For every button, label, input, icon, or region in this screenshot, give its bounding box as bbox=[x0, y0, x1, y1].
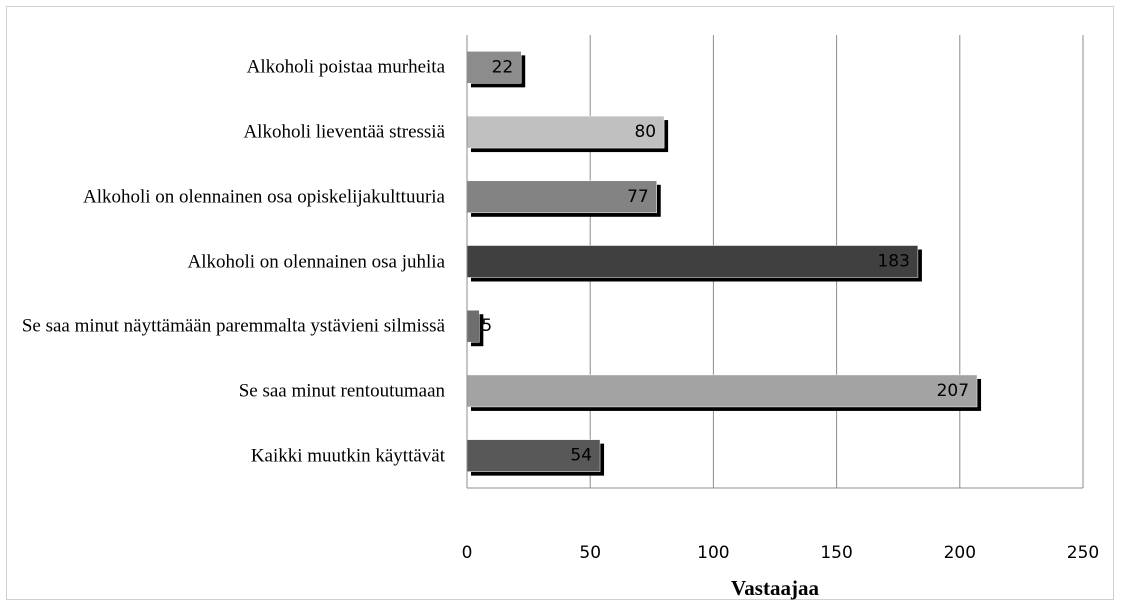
chart-frame bbox=[6, 6, 1114, 600]
x-tick-label: 100 bbox=[697, 543, 729, 563]
x-tick-label: 250 bbox=[1067, 543, 1099, 563]
data-label: 5 bbox=[481, 316, 492, 336]
data-label: 54 bbox=[570, 446, 592, 466]
x-tick-label: 200 bbox=[944, 543, 976, 563]
bar bbox=[466, 245, 919, 278]
x-tick-label: 150 bbox=[820, 543, 852, 563]
x-tick-label: 0 bbox=[462, 543, 473, 563]
bar bbox=[466, 439, 601, 472]
y-tick-label: Alkoholi lieventää stressiä bbox=[243, 121, 445, 143]
bar bbox=[466, 374, 978, 408]
y-tick-label: Se saa minut rentoutumaan bbox=[238, 380, 445, 402]
y-tick-label: Kaikki muutkin käyttävät bbox=[250, 445, 445, 467]
y-tick-label: Alkoholi on olennainen osa juhlia bbox=[187, 251, 445, 272]
data-label: 183 bbox=[877, 252, 909, 272]
bar bbox=[466, 309, 480, 343]
data-label: 207 bbox=[937, 381, 969, 401]
x-tick-label: 50 bbox=[579, 543, 601, 563]
data-label: 77 bbox=[627, 187, 649, 207]
y-tick-label: Alkoholi on olennainen osa opiskelijakul… bbox=[83, 186, 445, 208]
x-axis-title: Vastaajaa bbox=[731, 576, 819, 600]
bar bbox=[466, 51, 522, 84]
data-label: 22 bbox=[492, 57, 514, 77]
data-label: 80 bbox=[634, 122, 656, 142]
bar bbox=[466, 180, 657, 214]
y-tick-label: Alkoholi poistaa murheita bbox=[246, 56, 445, 78]
y-tick-label: Se saa minut näyttämään paremmalta ystäv… bbox=[21, 315, 445, 337]
